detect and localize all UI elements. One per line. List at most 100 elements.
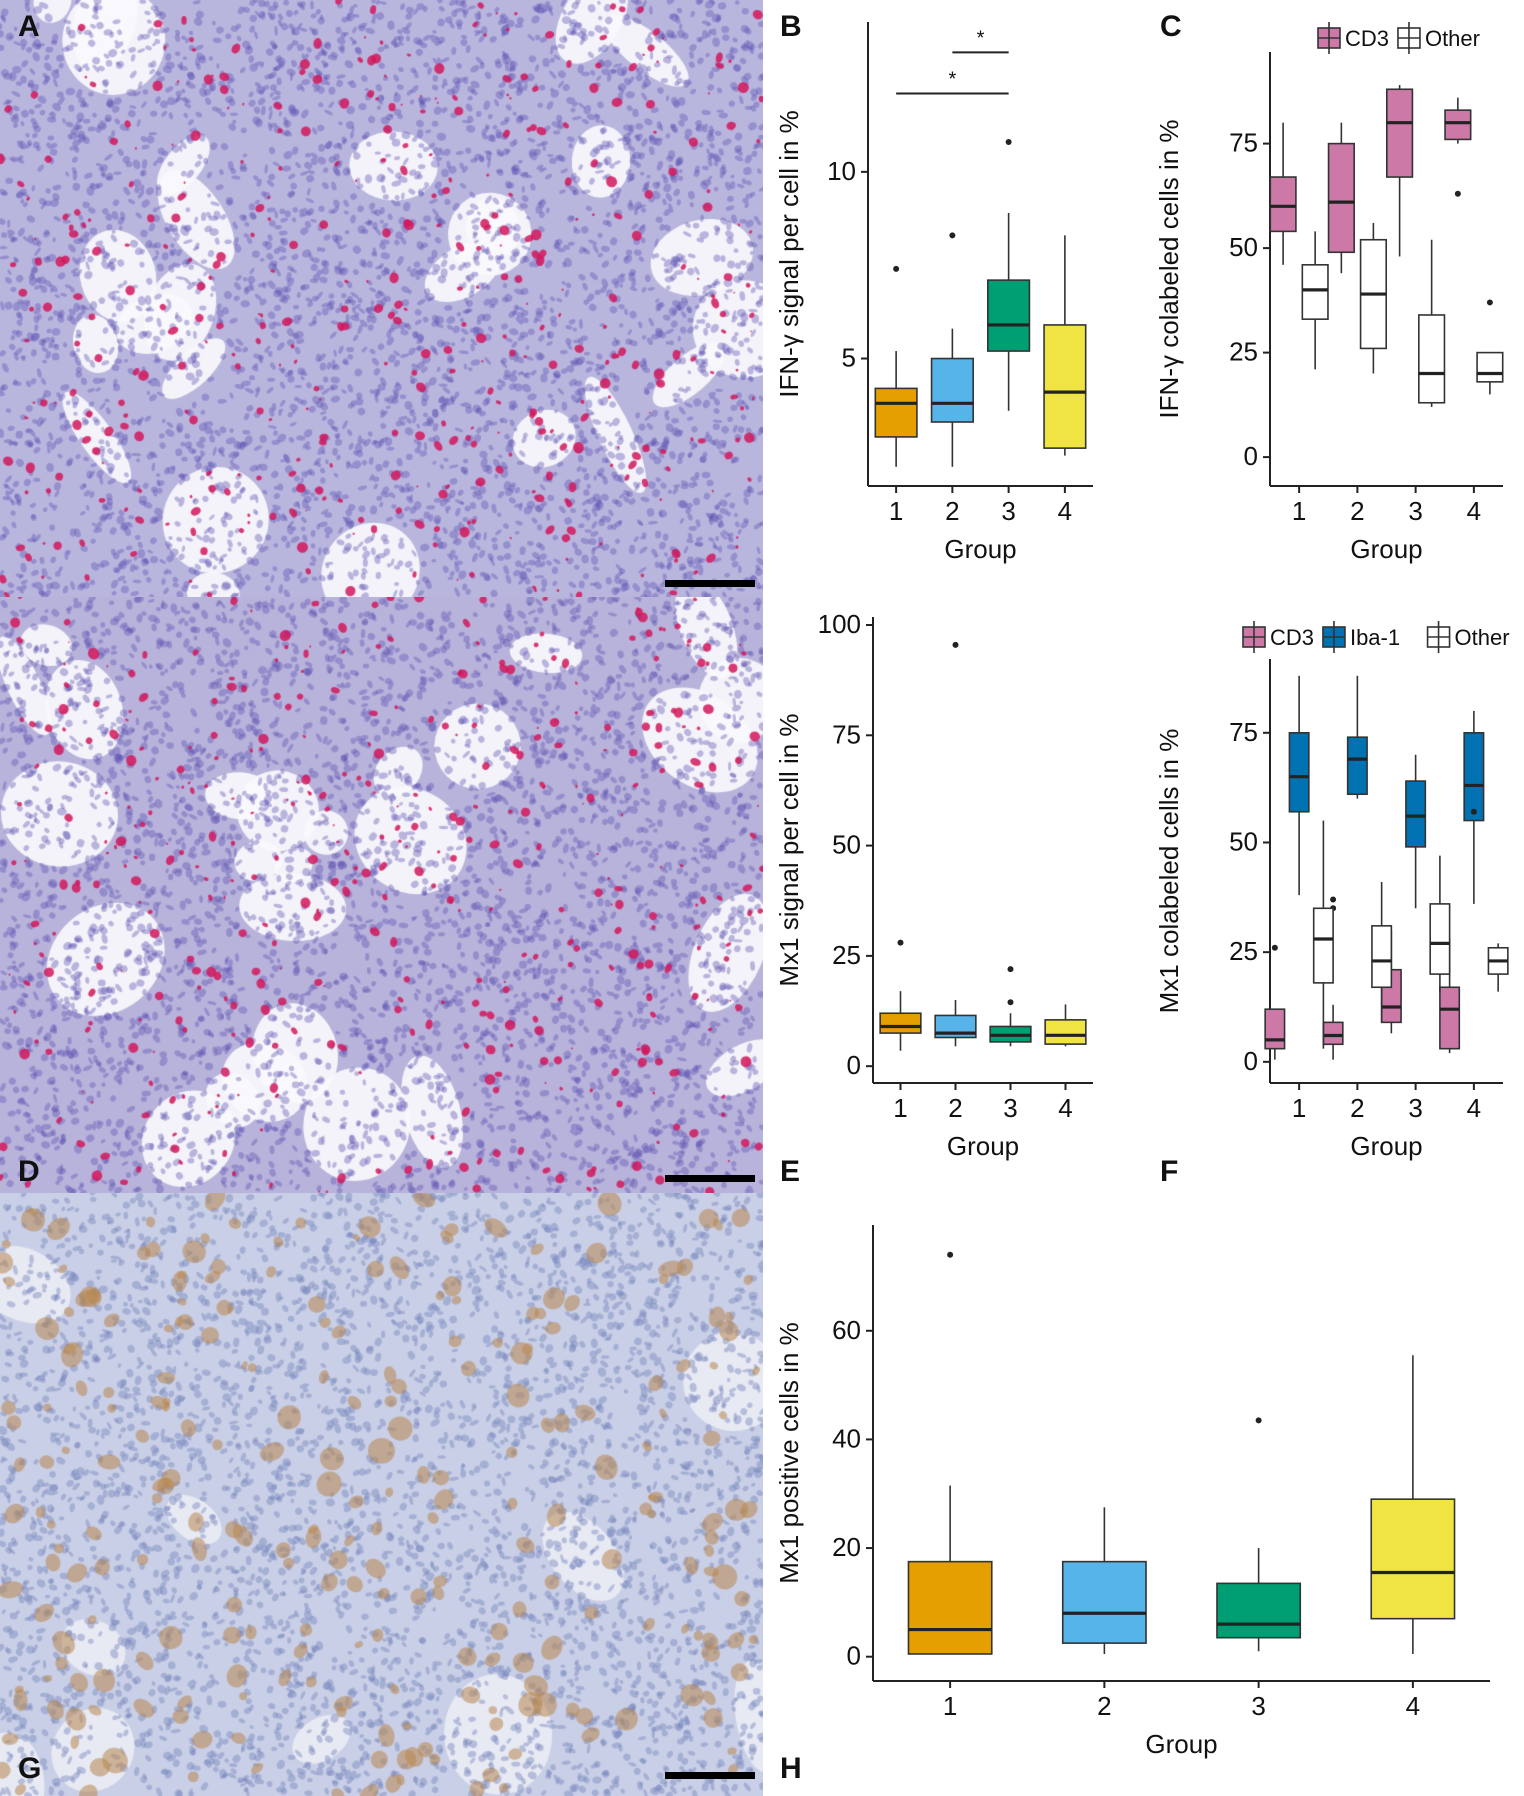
scale-bar-a [665, 580, 755, 587]
chart-c-cd3-box-0-0 [1269, 122, 1297, 265]
chart-h-mx1-positive: 0 20 40 60 1 2 3 4 Group Mx1 positive cells in % [774, 1225, 1490, 1759]
chart-f-y-tick-label: 75 [1229, 717, 1258, 747]
chart-h-y-tick-label: 60 [832, 1315, 861, 1345]
scale-bar-g [665, 1772, 755, 1779]
chart-c-y-tick-label: 50 [1229, 232, 1258, 262]
chart-c-other-box-body [1476, 351, 1504, 383]
chart-h-y-tick-label: 0 [847, 1641, 861, 1671]
chart-e-y-tick-label: 50 [832, 830, 861, 860]
chart-e-box-1 [934, 641, 977, 1047]
chart-f-iba-1-box-1-0 [1288, 675, 1310, 896]
chart-c-other-box-1-3 [1476, 299, 1504, 395]
chart-h-box-2 [1216, 1417, 1302, 1652]
chart-c-cd3-box-body [1444, 109, 1472, 141]
chart-c-other-outlier [1486, 299, 1493, 306]
chart-b-outlier [893, 265, 900, 272]
chart-f-legend-item-cd3: CD3 [1242, 621, 1314, 653]
chart-e-y-tick-label: 75 [832, 719, 861, 749]
chart-f-y-axis-label: Mx1 colabeled cells in % [1154, 729, 1184, 1014]
chart-b-x-tick-label: 3 [1001, 496, 1015, 526]
chart-h-x-tick-label: 3 [1251, 1691, 1265, 1721]
chart-c-cd3-box-body [1269, 176, 1297, 233]
chart-f-iba-1-box-1-2 [1405, 754, 1427, 909]
chart-c-cd3-outlier [1454, 190, 1461, 197]
chart-f-cd3-outlier [1330, 896, 1337, 903]
chart-f-y-tick-label: 50 [1229, 826, 1258, 856]
panel-letter-h: H [780, 1752, 802, 1785]
chart-b-y-axis-label: IFN-γ signal per cell in % [774, 110, 804, 398]
chart-h-box-0 [907, 1251, 993, 1655]
chart-f-iba-1-box-body [1463, 732, 1485, 822]
chart-f-x-axis-label: Group [1350, 1131, 1422, 1161]
chart-c-other-box-1-2 [1418, 239, 1446, 407]
chart-f-iba-1-outlier [1470, 808, 1477, 815]
chart-b-significance-star: * [948, 68, 956, 90]
chart-e-box-body [1044, 1019, 1087, 1045]
chart-f-legend-label: CD3 [1270, 625, 1314, 650]
chart-f-other-box-body [1371, 925, 1393, 989]
chart-b-x-tick-label: 2 [945, 496, 959, 526]
chart-f-other-box-2-1 [1371, 881, 1393, 1023]
chart-h-box-body [1370, 1498, 1456, 1620]
panel-letter-g: G [18, 1752, 42, 1785]
chart-b-box-body [874, 387, 918, 438]
chart-c-cd3-box-body [1385, 88, 1414, 178]
chart-c-cd3-box-0-2 [1385, 85, 1414, 257]
chart-e-y-tick-label: 25 [832, 940, 861, 970]
chart-c-other-box-body [1301, 264, 1329, 320]
chart-f-iba-1-box-body [1288, 732, 1310, 813]
chart-h-box-3 [1370, 1355, 1456, 1654]
chart-e-box-body [879, 1012, 922, 1034]
chart-f-cd3-outlier [1271, 944, 1278, 951]
panel-letter-a: A [18, 10, 40, 43]
chart-e-box-2 [989, 966, 1032, 1047]
chart-c-legend-item-other: Other [1397, 22, 1480, 54]
chart-c-legend-label: Other [1425, 26, 1480, 51]
chart-c-x-tick-label: 2 [1350, 496, 1364, 526]
chart-c-cd3-box-0-3 [1444, 97, 1472, 197]
chart-b-box-2 [987, 139, 1031, 411]
chart-c-legend-item-cd3: CD3 [1317, 22, 1389, 54]
chart-e-y-tick-label: 0 [847, 1050, 861, 1080]
chart-c-x-axis-label: Group [1350, 534, 1422, 564]
micrograph-d [0, 597, 763, 1193]
chart-b-outlier [1005, 139, 1012, 145]
chart-c-cd3-box-body [1327, 142, 1355, 254]
chart-f-iba-1-box-1-3 [1463, 710, 1485, 904]
chart-f-iba-1-box-body [1405, 780, 1427, 848]
chart-f-legend-label: Iba-1 [1350, 625, 1400, 650]
chart-h-box-body [1216, 1582, 1302, 1639]
chart-e-y-axis-label: Mx1 signal per cell in % [774, 713, 804, 986]
chart-h-box-body [1061, 1560, 1147, 1644]
chart-f-legend-item-iba-1: Iba-1 [1322, 621, 1400, 653]
chart-e-x-tick-label: 3 [1003, 1093, 1017, 1123]
chart-c-other-box-body [1418, 314, 1446, 404]
chart-e-mx1-signal: 0 25 50 75 100 1 2 3 4 Group Mx1 signal per cell i… [774, 609, 1093, 1161]
chart-f-x-tick-label: 4 [1467, 1093, 1481, 1123]
chart-b-box-1 [930, 232, 974, 467]
chart-h-x-tick-label: 4 [1406, 1691, 1420, 1721]
chart-e-outlier [952, 641, 959, 648]
chart-h-outlier [1255, 1417, 1262, 1424]
chart-c-y-tick-label: 25 [1229, 337, 1258, 367]
micrograph-a [0, 0, 763, 597]
chart-h-y-tick-label: 40 [832, 1423, 861, 1453]
chart-f-other-box-2-0 [1312, 820, 1334, 1049]
chart-f-iba-1-box-1-1 [1346, 675, 1368, 799]
chart-f-x-tick-label: 1 [1292, 1093, 1306, 1123]
chart-b-x-tick-label: 1 [889, 496, 903, 526]
chart-h-y-axis-label: Mx1 positive cells in % [774, 1322, 804, 1584]
panel-letter-b: B [780, 10, 802, 43]
chart-f-cd3-box-body [1439, 986, 1461, 1050]
chart-b-box-body [987, 279, 1031, 352]
chart-h-outlier [947, 1251, 954, 1258]
chart-c-other-box-1-0 [1301, 231, 1329, 370]
chart-e-x-tick-label: 1 [893, 1093, 907, 1123]
panel-letter-d: D [18, 1155, 40, 1188]
micrograph-g [0, 1193, 763, 1796]
chart-b-box-body [1043, 324, 1087, 449]
chart-h-y-tick-label: 20 [832, 1532, 861, 1562]
micrograph-a-canvas [0, 0, 763, 597]
chart-f-cd3-box-body [1322, 1021, 1344, 1046]
chart-f-cd3-box-0-0 [1264, 944, 1286, 1060]
